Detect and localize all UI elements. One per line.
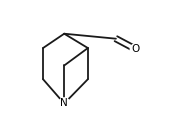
Circle shape xyxy=(59,98,70,109)
Text: O: O xyxy=(132,44,140,54)
Circle shape xyxy=(130,44,141,55)
Text: N: N xyxy=(60,99,68,108)
